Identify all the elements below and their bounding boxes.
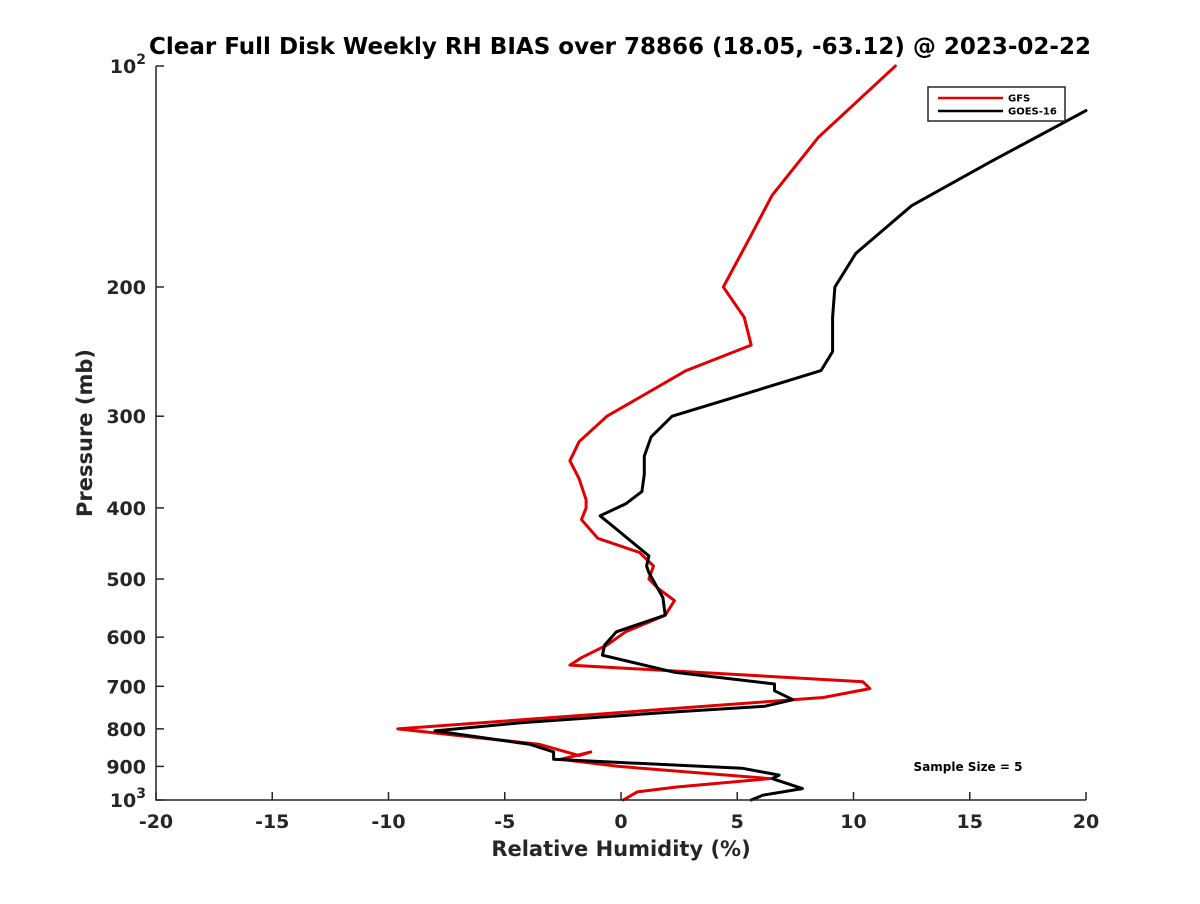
y-tick-label: 103 — [110, 786, 146, 812]
x-axis-label: Relative Humidity (%) — [491, 837, 750, 861]
y-tick-label-base: 600 — [106, 627, 146, 649]
y-tick-label-base: 400 — [106, 498, 146, 520]
legend-label: GOES-16 — [1008, 107, 1057, 118]
y-tick-label: 900 — [106, 756, 146, 778]
y-tick-label-base: 10 — [110, 790, 136, 812]
x-axis-ticks: -20 -15 -10 -5 0 5 10 15 20 — [139, 792, 1099, 833]
x-tick-label: 15 — [957, 811, 983, 833]
y-tick-label-exponent: 3 — [136, 786, 146, 802]
x-tick-label: -15 — [255, 811, 289, 833]
y-axis-label: Pressure (mb) — [73, 349, 97, 517]
x-tick-label: 0 — [614, 811, 627, 833]
x-tick-label: -10 — [371, 811, 405, 833]
series-layer — [396, 64, 1088, 802]
x-tick-label: 20 — [1073, 811, 1099, 833]
y-tick-label-base: 300 — [106, 406, 146, 428]
plot-area: -20 -15 -10 -5 0 5 10 15 20 10220030040050060070… — [106, 52, 1099, 833]
y-tick-label: 600 — [106, 627, 146, 649]
y-tick-label: 700 — [106, 676, 146, 698]
chart-title: Clear Full Disk Weekly RH BIAS over 7886… — [149, 34, 1091, 60]
y-tick-label-base: 10 — [110, 56, 136, 78]
y-tick-label: 200 — [106, 277, 146, 299]
x-tick-label: -20 — [139, 811, 173, 833]
y-tick-label-base: 700 — [106, 676, 146, 698]
y-tick-label-base: 500 — [106, 569, 146, 591]
y-tick-label-base: 200 — [106, 277, 146, 299]
legend-entries: GFS GOES-16 — [938, 94, 1057, 118]
series-line-goes-16 — [433, 109, 1088, 802]
y-tick-label: 400 — [106, 498, 146, 520]
y-tick-label: 102 — [110, 52, 146, 78]
x-tick-label: 5 — [731, 811, 744, 833]
y-tick-label-base: 800 — [106, 719, 146, 741]
legend-box — [927, 86, 1066, 122]
y-tick-label: 300 — [106, 406, 146, 428]
legend-label: GFS — [1008, 94, 1030, 105]
y-tick-label-base: 900 — [106, 756, 146, 778]
x-tick-label: 10 — [840, 811, 866, 833]
x-tick-label: -5 — [494, 811, 515, 833]
y-tick-label-exponent: 2 — [136, 52, 146, 68]
sample-size-annotation: Sample Size = 5 — [914, 760, 1023, 774]
legend: GFS GOES-16 — [927, 86, 1066, 122]
y-tick-label: 800 — [106, 719, 146, 741]
y-tick-label: 500 — [106, 569, 146, 591]
